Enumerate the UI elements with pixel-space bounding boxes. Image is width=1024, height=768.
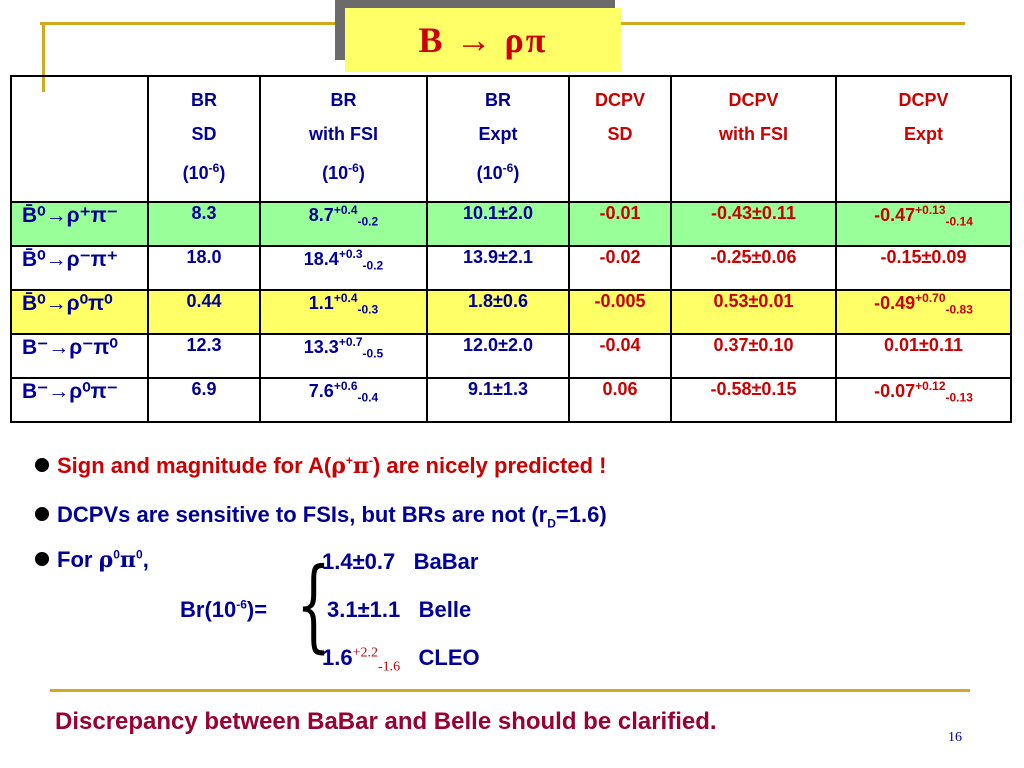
dcpv-expt-cell: -0.47+0.13-0.14 [835, 201, 1012, 247]
dcpv-fsi-cell: -0.25±0.06 [670, 245, 837, 291]
table-body: B̄⁰→ρ⁺π⁻ 8.3 8.7+0.4-0.2 10.1±2.0 -0.01 -0.43… [10, 201, 1012, 423]
dcpv-expt-cell: -0.15±0.09 [835, 245, 1012, 291]
header-br-expt: BR Expt (10-6) [426, 75, 570, 203]
table-row: B⁻→ρ⁰π⁻ 6.9 7.6+0.6-0.4 9.1±1.3 0.06 -0.58±0.… [10, 377, 1012, 423]
header-dcpv-sd: DCPV SD [568, 75, 672, 203]
br-sd-cell: 6.9 [147, 377, 261, 423]
conclusion-text: Discrepancy between BaBar and Belle shou… [55, 708, 717, 735]
br-fsi-cell: 7.6+0.6-0.4 [259, 377, 428, 423]
measurement-belle: 3.1±1.1 Belle [327, 597, 472, 622]
dcpv-expt-cell: 0.01±0.11 [835, 333, 1012, 379]
process-cell: B⁻→ρ⁻π⁰ [10, 333, 149, 379]
br-fsi-cell: 13.3+0.7-0.5 [259, 333, 428, 379]
dcpv-sd-cell: -0.04 [568, 333, 672, 379]
br-sd-cell: 18.0 [147, 245, 261, 291]
header-br-sd: BR SD (10-6) [147, 75, 261, 203]
bullet-dot-icon [35, 507, 49, 522]
bullet-dcpv-fsi: DCPVs are sensitive to FSIs, but BRs are… [35, 502, 607, 530]
header-corner [10, 75, 149, 203]
bullet-sign-magnitude: Sign and magnitude for A(ρ+π-) are nicel… [35, 453, 606, 479]
process-cell: B⁻→ρ⁰π⁻ [10, 377, 149, 423]
page-number: 16 [948, 730, 962, 745]
br-expt-cell: 9.1±1.3 [426, 377, 570, 423]
measurement-babar: 1.4±0.7 BaBar [322, 549, 479, 574]
results-table: BR SD (10-6) BR with FSI (10-6) BR Expt (10… [10, 75, 1012, 423]
br-expt-cell: 1.8±0.6 [426, 289, 570, 335]
bottom-rule [50, 689, 970, 692]
dcpv-sd-cell: -0.005 [568, 289, 672, 335]
br-expt-cell: 12.0±2.0 [426, 333, 570, 379]
bullet-dot-icon [35, 458, 49, 473]
br-expt-cell: 13.9±2.1 [426, 245, 570, 291]
process-cell: B̄⁰→ρ⁺π⁻ [10, 201, 149, 247]
dcpv-sd-cell: 0.06 [568, 377, 672, 423]
header-br-fsi: BR with FSI (10-6) [259, 75, 428, 203]
process-cell: B̄⁰→ρ⁰π⁰ [10, 289, 149, 335]
process-cell: B̄⁰→ρ⁻π⁺ [10, 245, 149, 291]
br-fsi-cell: 18.4+0.3-0.2 [259, 245, 428, 291]
dcpv-fsi-cell: 0.37±0.10 [670, 333, 837, 379]
dcpv-expt-cell: -0.07+0.12-0.13 [835, 377, 1012, 423]
br-sd-cell: 8.3 [147, 201, 261, 247]
br-sd-cell: 12.3 [147, 333, 261, 379]
dcpv-fsi-cell: -0.43±0.11 [670, 201, 837, 247]
br-fsi-cell: 8.7+0.4-0.2 [259, 201, 428, 247]
br-sd-cell: 0.44 [147, 289, 261, 335]
title-box: B → ρπ [345, 8, 621, 72]
dcpv-expt-cell: -0.49+0.70-0.83 [835, 289, 1012, 335]
header-dcpv-expt: DCPV Expt [835, 75, 1012, 203]
left-brace-icon: { [296, 546, 331, 663]
bullet-for-rho0pi0: For ρ0π0, [35, 547, 149, 573]
br-label: Br(10-6)= [180, 597, 268, 622]
slide-title: B → ρπ [418, 20, 548, 60]
table-row: B̄⁰→ρ⁻π⁺ 18.0 18.4+0.3-0.2 13.9±2.1 -0.02 -0.… [10, 245, 1012, 291]
table-row: B̄⁰→ρ⁰π⁰ 0.44 1.1+0.4-0.3 1.8±0.6 -0.005 0.53… [10, 289, 1012, 335]
left-vertical-rule [42, 22, 45, 92]
bullet-dot-icon [35, 552, 49, 567]
header-dcpv-fsi: DCPV with FSI [670, 75, 837, 203]
dcpv-fsi-cell: 0.53±0.01 [670, 289, 837, 335]
br-expt-cell: 10.1±2.0 [426, 201, 570, 247]
dcpv-sd-cell: -0.02 [568, 245, 672, 291]
table-row: B̄⁰→ρ⁺π⁻ 8.3 8.7+0.4-0.2 10.1±2.0 -0.01 -0.43… [10, 201, 1012, 247]
dcpv-fsi-cell: -0.58±0.15 [670, 377, 837, 423]
dcpv-sd-cell: -0.01 [568, 201, 672, 247]
table-row: B⁻→ρ⁻π⁰ 12.3 13.3+0.7-0.5 12.0±2.0 -0.04 0.37… [10, 333, 1012, 379]
table-header-row: BR SD (10-6) BR with FSI (10-6) BR Expt (10… [10, 75, 1012, 203]
measurement-cleo: 1.6+2.2-1.6 CLEO [322, 645, 480, 675]
br-fsi-cell: 1.1+0.4-0.3 [259, 289, 428, 335]
